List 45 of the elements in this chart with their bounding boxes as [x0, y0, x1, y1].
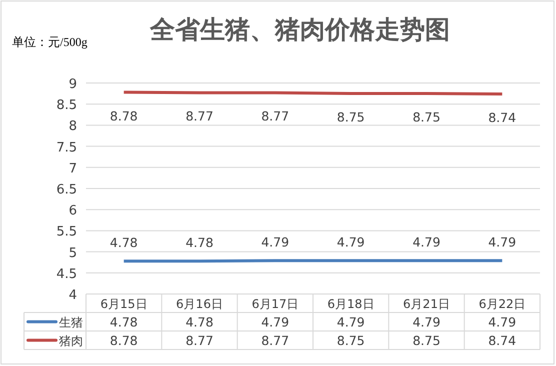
y-tick-label: 7	[68, 161, 77, 176]
data-label: 4.79	[336, 234, 365, 250]
x-tick-label: 6月17日	[252, 297, 299, 311]
text: 8.78	[110, 333, 138, 348]
text: 4.78	[110, 314, 138, 330]
data-label: 8.75	[336, 110, 365, 125]
chart-title: 全省生猪、猪肉价格走势图	[149, 16, 450, 44]
y-axis-title: 单位：元/500g	[12, 35, 88, 49]
y-tick-label: 6	[68, 204, 77, 219]
legend-label: 猪肉	[59, 334, 83, 348]
data-label: 8.77	[186, 108, 214, 124]
x-tick-label: 6月18日	[327, 297, 374, 311]
text: 8.77	[186, 333, 214, 348]
text: 8.75	[336, 333, 365, 348]
data-label: 4.78	[186, 235, 214, 250]
y-tick-label: 8	[68, 119, 77, 134]
y-tick-label: 7.5	[56, 140, 77, 156]
y-tick-label: 4	[68, 288, 77, 303]
data-label: 4.78	[110, 235, 138, 250]
x-tick-label: 6月21日	[403, 297, 450, 311]
text: 8.77	[261, 333, 290, 348]
text: 4.79	[261, 314, 290, 330]
data-label: 4.79	[412, 234, 440, 250]
data-label: 8.74	[488, 110, 516, 125]
x-tick-label: 6月15日	[100, 297, 148, 311]
y-tick-label: 6.5	[56, 182, 77, 198]
x-tick-label: 6月16日	[176, 297, 223, 311]
data-label: 8.75	[412, 110, 440, 125]
y-tick-label: 9	[68, 77, 77, 92]
text: 8.74	[488, 333, 516, 348]
text: 4.79	[488, 314, 516, 330]
text: 4.79	[412, 314, 440, 330]
text: 4.78	[186, 314, 214, 330]
data-label: 8.77	[261, 108, 290, 124]
text: 4.79	[336, 314, 365, 330]
data-label: 4.79	[488, 234, 516, 250]
y-tick-label: 5.5	[56, 224, 77, 240]
data-label: 8.78	[110, 108, 138, 124]
y-tick-label: 4.5	[56, 266, 77, 282]
y-tick-label: 8.5	[56, 98, 77, 114]
data-label: 4.79	[261, 234, 290, 250]
y-tick-label: 5	[68, 246, 77, 261]
text: 8.75	[412, 333, 440, 348]
legend-label: 生猪	[59, 316, 83, 330]
x-tick-label: 6月22日	[478, 297, 526, 311]
